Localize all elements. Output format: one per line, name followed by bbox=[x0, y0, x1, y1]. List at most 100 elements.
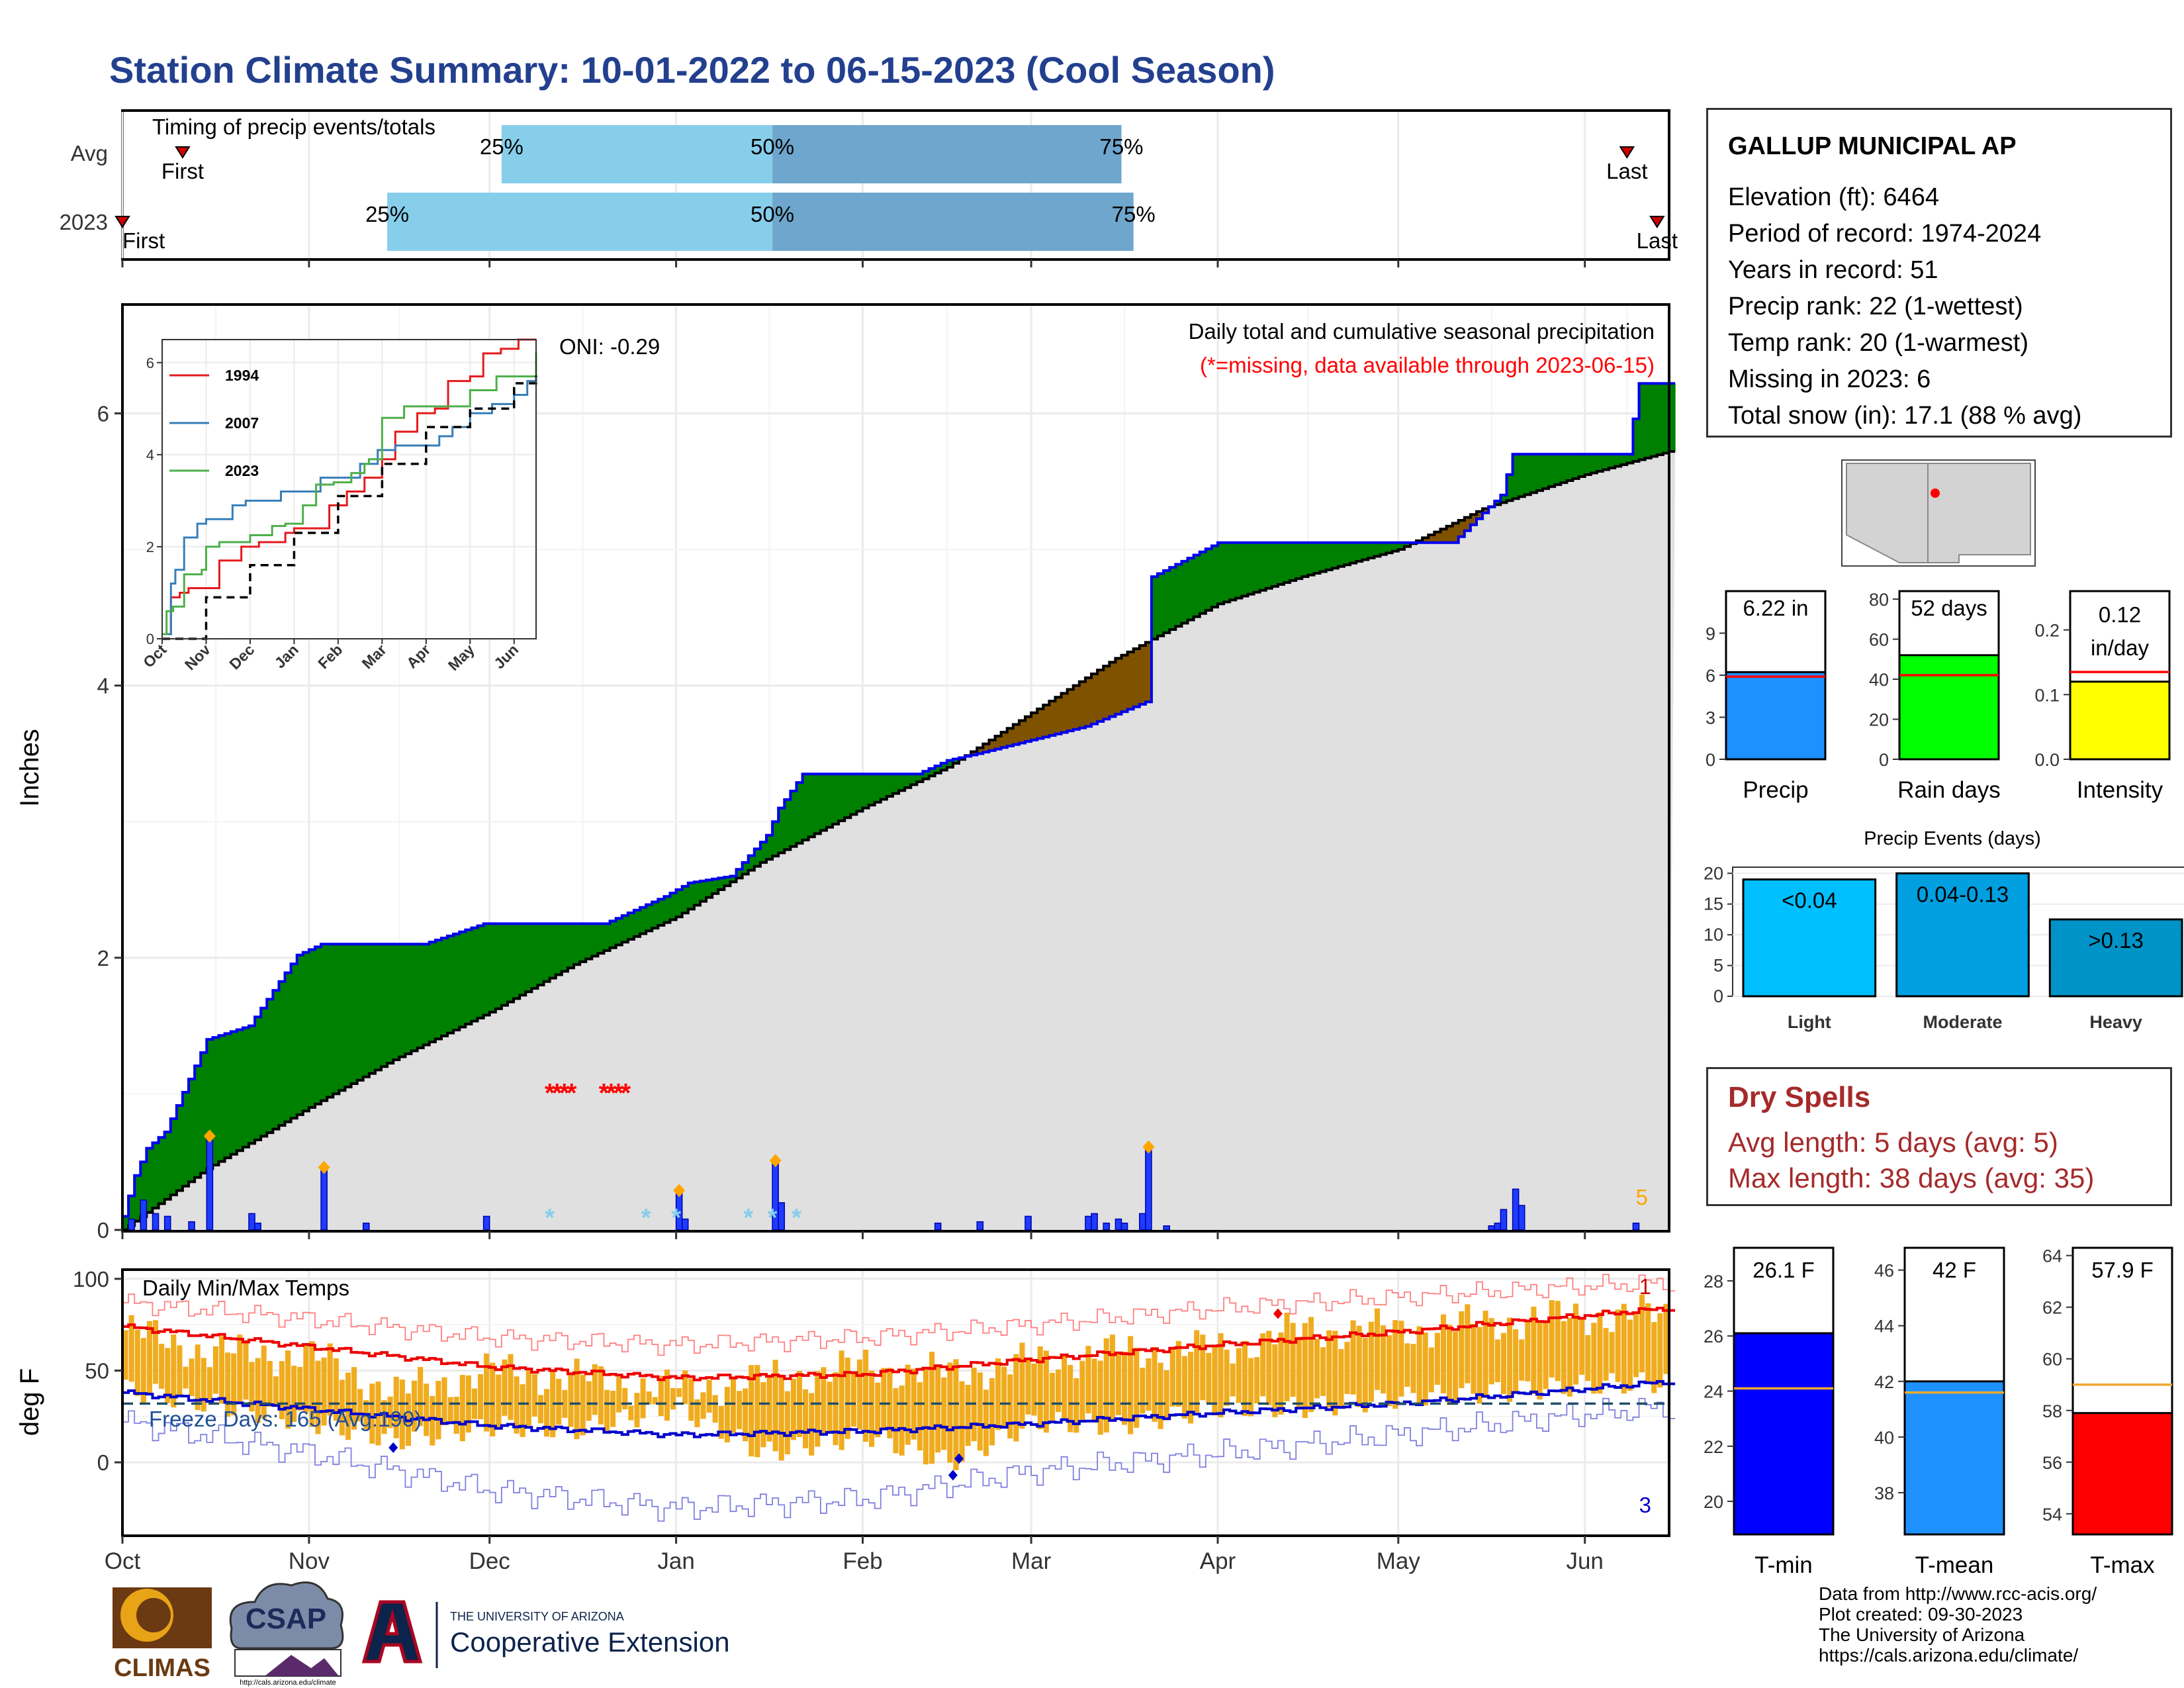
above-average-area bbox=[604, 923, 611, 951]
month-label: Oct bbox=[105, 1548, 141, 1574]
above-average-area bbox=[465, 929, 473, 1025]
above-average-area bbox=[899, 774, 905, 791]
temp-summary-1-ytick-label: 46 bbox=[1874, 1261, 1894, 1281]
above-average-area bbox=[230, 1031, 238, 1154]
inset-legend-label: 2007 bbox=[225, 414, 259, 432]
daily-temp-range-bar bbox=[1091, 1358, 1097, 1423]
daily-temp-range-bar bbox=[1314, 1338, 1320, 1399]
precip-summary-0-panel: 0 3 6 9 Precip 6.22 in bbox=[1706, 590, 1827, 803]
snow-day-marker: * bbox=[545, 1204, 555, 1232]
above-average-area bbox=[1320, 542, 1327, 572]
above-average-area bbox=[471, 927, 478, 1021]
daily-precip-bar bbox=[1494, 1222, 1502, 1231]
daily-temp-range-bar bbox=[803, 1389, 809, 1448]
daily-precip-bar bbox=[1103, 1222, 1111, 1231]
daily-temp-range-bar bbox=[893, 1388, 899, 1454]
climas-wordmark: CLIMAS bbox=[114, 1654, 210, 1682]
oni-label: ONI: -0.29 bbox=[559, 334, 660, 359]
daily-temp-range-bar bbox=[1344, 1342, 1350, 1394]
above-average-area bbox=[592, 923, 598, 957]
above-average-area bbox=[164, 1131, 171, 1199]
above-average-area bbox=[586, 923, 592, 959]
above-average-area bbox=[285, 972, 292, 1122]
temp-ylabel: deg F bbox=[15, 1368, 44, 1436]
daily-temp-range-bar bbox=[424, 1383, 430, 1436]
daily-temp-range-bar bbox=[965, 1385, 971, 1446]
map-new-mexico bbox=[1927, 463, 2031, 563]
daily-temp-range-bar bbox=[297, 1366, 303, 1411]
above-average-area bbox=[688, 882, 695, 910]
below-average-area bbox=[1037, 708, 1044, 739]
daily-temp-range-bar bbox=[345, 1372, 351, 1440]
below-average-area bbox=[1097, 670, 1104, 722]
precip-summary-unit-label: in/day bbox=[2091, 635, 2150, 660]
daily-temp-range-bar bbox=[1073, 1378, 1079, 1433]
daily-temp-range-bar bbox=[1585, 1335, 1591, 1382]
precip-summary-2-panel: 0.0 0.1 0.2 Intensity 0.12 in/day bbox=[2034, 590, 2171, 803]
record-low-marker bbox=[388, 1442, 398, 1453]
daily-temp-range-bar bbox=[152, 1320, 159, 1384]
daily-temp-range-bar bbox=[772, 1360, 778, 1452]
temp-summary-2-panel: 54 56 58 60 62 64 T-max 57.9 F bbox=[2042, 1246, 2173, 1578]
daily-temp-range-bar bbox=[484, 1353, 490, 1432]
temp-ytick-label: 100 bbox=[73, 1267, 109, 1291]
above-average-area bbox=[1284, 542, 1291, 583]
dry-spells-avg: Avg length: 5 days (avg: 5) bbox=[1728, 1127, 2058, 1158]
below-average-area bbox=[1019, 720, 1026, 743]
below-average-area bbox=[1446, 526, 1453, 543]
above-average-area bbox=[1627, 454, 1634, 463]
daily-temp-range-bar bbox=[1031, 1363, 1037, 1416]
above-average-area bbox=[158, 1137, 165, 1204]
above-average-area bbox=[242, 1027, 250, 1147]
missing-data-marker: * bbox=[599, 1078, 610, 1107]
above-average-area bbox=[700, 880, 707, 902]
daily-temp-range-bar bbox=[1055, 1369, 1062, 1413]
daily-precip-bar bbox=[1488, 1225, 1496, 1231]
daily-temp-range-bar bbox=[766, 1374, 772, 1442]
above-average-area bbox=[1199, 551, 1206, 614]
below-average-area bbox=[1440, 529, 1447, 543]
above-average-area bbox=[363, 944, 370, 1077]
temp-summary-2-ytick-label: 62 bbox=[2042, 1298, 2062, 1318]
above-average-area bbox=[483, 923, 490, 1015]
station-name: GALLUP MUNICIPAL AP bbox=[1728, 132, 2017, 160]
daily-precip-bar bbox=[1163, 1225, 1170, 1231]
precip-summary-1-ytick-label: 0 bbox=[1879, 750, 1889, 770]
above-average-area bbox=[892, 774, 899, 794]
daily-temp-range-bar bbox=[1453, 1331, 1459, 1402]
above-average-area bbox=[279, 981, 286, 1126]
above-average-area bbox=[1211, 545, 1218, 608]
temp-summary-1-category-label: T-mean bbox=[1915, 1552, 1994, 1578]
above-average-area bbox=[327, 944, 334, 1098]
daily-temp-range-bar bbox=[1254, 1357, 1260, 1404]
temp-summary-0-category-label: T-min bbox=[1754, 1552, 1813, 1578]
daily-temp-range-bar bbox=[1194, 1330, 1200, 1413]
daily-temp-range-bar bbox=[285, 1350, 291, 1429]
below-average-area bbox=[1067, 689, 1074, 731]
csap-mountains bbox=[265, 1655, 339, 1676]
above-average-area bbox=[1224, 542, 1230, 602]
daily-temp-range-bar bbox=[875, 1382, 881, 1438]
above-average-area bbox=[1512, 454, 1520, 499]
above-average-area bbox=[351, 944, 358, 1084]
above-average-area bbox=[934, 765, 942, 773]
above-average-area bbox=[224, 1033, 232, 1158]
daily-precip-bar bbox=[1024, 1215, 1032, 1231]
above-average-area bbox=[1549, 454, 1555, 487]
above-average-area bbox=[718, 878, 725, 890]
above-average-area bbox=[429, 942, 436, 1043]
daily-temp-range-bar bbox=[525, 1369, 531, 1426]
below-average-area bbox=[1470, 514, 1477, 525]
missing-data-marker: * bbox=[621, 1078, 631, 1107]
daily-temp-range-bar bbox=[315, 1360, 321, 1434]
below-average-area bbox=[989, 739, 996, 751]
daily-temp-range-bar bbox=[1621, 1303, 1627, 1394]
above-average-area bbox=[670, 893, 677, 920]
daily-temp-range-bar bbox=[628, 1405, 634, 1421]
above-average-area bbox=[598, 923, 605, 954]
above-average-area bbox=[1205, 549, 1212, 610]
daily-temp-range-bar bbox=[839, 1350, 844, 1450]
above-average-area bbox=[640, 907, 647, 934]
inset-series-lines bbox=[162, 338, 537, 640]
daily-precip-bar bbox=[681, 1218, 689, 1231]
